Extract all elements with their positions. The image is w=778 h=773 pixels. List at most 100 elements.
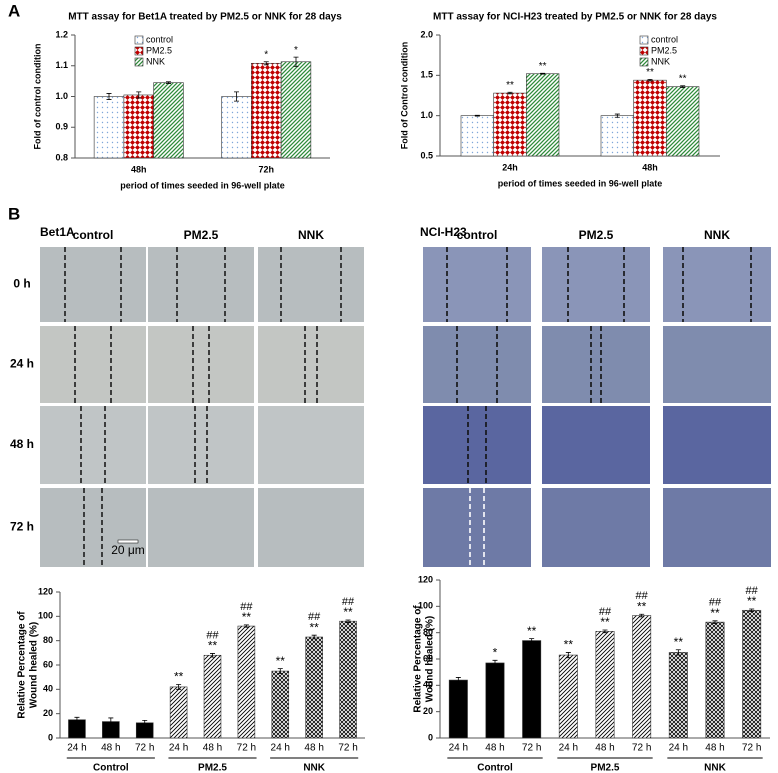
micrograph xyxy=(423,488,531,567)
micrograph xyxy=(40,247,146,322)
bar xyxy=(600,115,634,157)
bar xyxy=(668,652,688,739)
bar xyxy=(305,636,323,739)
x-tick-label: 72 h xyxy=(742,743,761,754)
y-tick-label: 40 xyxy=(43,684,53,694)
y-tick-label: 40 xyxy=(423,680,433,690)
x-tick-label: 48 h xyxy=(101,743,120,754)
error-bar xyxy=(474,114,480,117)
y-tick-label: 0.9 xyxy=(55,122,68,132)
micrograph xyxy=(663,247,771,322)
chart-title: MTT assay for NCI-H23 treated by PM2.5 o… xyxy=(433,12,717,23)
micrograph xyxy=(40,406,146,484)
y-axis-label: Wound healed (%) xyxy=(29,622,40,708)
column-label: control xyxy=(457,228,498,242)
significance: ** xyxy=(343,605,353,619)
micrograph xyxy=(40,326,146,403)
y-axis-label: Relative Percentage of xyxy=(17,611,28,719)
error-bar xyxy=(614,113,620,118)
y-axis-label: Fold of Control condition xyxy=(399,42,409,149)
bar xyxy=(595,631,615,739)
group-label: Control xyxy=(93,763,129,773)
x-tick-label: 72h xyxy=(258,164,274,174)
significance: ** xyxy=(564,638,574,652)
y-tick-label: 20 xyxy=(43,708,53,718)
error-bar xyxy=(263,61,269,66)
significance: ** xyxy=(539,61,547,72)
y-axis-label: Relative Percentage of xyxy=(413,605,424,713)
legend-label: PM2.5 xyxy=(651,45,677,55)
x-tick-label: 24 h xyxy=(669,743,688,754)
micrograph xyxy=(663,488,771,567)
y-tick-label: 120 xyxy=(418,574,433,584)
grid-title: NCI-H23 xyxy=(420,225,467,239)
grid-title: Bet1A xyxy=(40,225,75,239)
legend-swatch xyxy=(639,35,649,45)
bar xyxy=(280,61,312,159)
significance: ** xyxy=(710,606,720,620)
x-tick-label: 48 h xyxy=(304,743,323,754)
error-bar xyxy=(639,613,645,618)
y-tick-label: 100 xyxy=(38,611,53,621)
x-tick-label: 72 h xyxy=(522,743,541,754)
error-bar xyxy=(749,608,755,612)
micrograph xyxy=(258,326,364,403)
bar xyxy=(123,94,154,159)
x-tick-label: 48h xyxy=(131,164,147,174)
significance: ** xyxy=(637,599,647,613)
y-tick-label: 0 xyxy=(48,732,53,742)
micrograph xyxy=(423,247,531,322)
y-axis-label: Wound healed (%) xyxy=(425,616,436,702)
y-tick-label: 0.8 xyxy=(55,152,68,162)
group-label: PM2.5 xyxy=(591,763,620,773)
x-axis-label: period of times seeded in 96-well plate xyxy=(498,178,663,188)
error-bar xyxy=(647,78,653,82)
y-tick-label: 1.2 xyxy=(55,29,68,39)
significance: * xyxy=(493,645,498,659)
x-tick-label: 72 h xyxy=(135,743,154,754)
error-bar xyxy=(529,638,535,643)
micrograph xyxy=(148,406,254,484)
bar xyxy=(339,620,357,739)
significance: ** xyxy=(309,620,319,634)
significance: ** xyxy=(646,67,654,78)
significance: ## xyxy=(709,597,722,609)
panel-label: B xyxy=(8,204,20,223)
y-tick-label: 80 xyxy=(43,635,53,645)
group-label: PM2.5 xyxy=(198,763,227,773)
error-bar xyxy=(176,684,182,690)
significance: ## xyxy=(342,596,355,608)
micrograph xyxy=(148,488,254,567)
x-tick-label: 48 h xyxy=(595,743,614,754)
x-tick-label: 48h xyxy=(642,162,658,172)
error-bar xyxy=(136,91,142,99)
significance: ** xyxy=(208,639,218,653)
y-tick-label: 1.5 xyxy=(420,70,433,80)
column-label: control xyxy=(73,228,114,242)
row-label: 24 h xyxy=(10,357,34,371)
significance: ** xyxy=(506,80,514,91)
x-tick-label: 72 h xyxy=(237,743,256,754)
significance: ** xyxy=(276,654,286,668)
legend-swatch xyxy=(134,57,144,67)
error-bar xyxy=(712,620,718,624)
bar xyxy=(705,621,725,739)
x-tick-label: 72 h xyxy=(338,743,357,754)
y-tick-label: 120 xyxy=(38,586,53,596)
significance: ** xyxy=(242,610,252,624)
legend-label: control xyxy=(651,34,678,44)
legend-label: NNK xyxy=(651,56,670,66)
x-tick-label: 72 h xyxy=(632,743,651,754)
bar xyxy=(169,686,188,739)
micrograph xyxy=(258,488,364,567)
group-label: NNK xyxy=(303,763,325,773)
x-tick-label: 48 h xyxy=(203,743,222,754)
significance: ## xyxy=(636,590,649,602)
significance: ## xyxy=(599,606,612,618)
error-bar xyxy=(507,91,513,95)
micrograph xyxy=(258,406,364,484)
bar xyxy=(237,625,256,739)
bar xyxy=(93,96,125,159)
y-tick-label: 0 xyxy=(428,732,433,742)
